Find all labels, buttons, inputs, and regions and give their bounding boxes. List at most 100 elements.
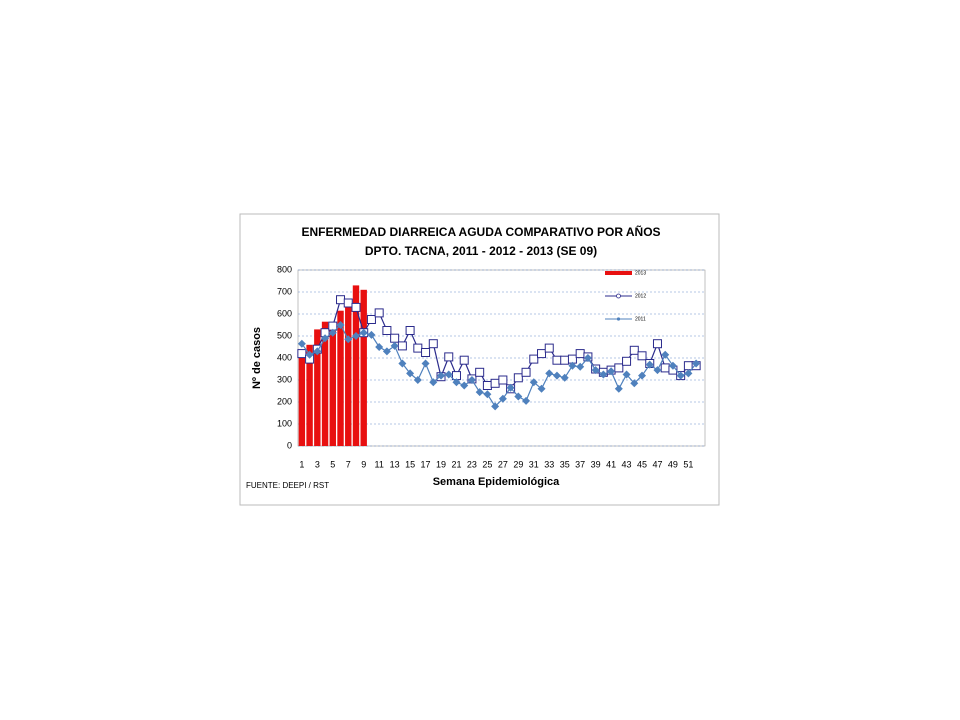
marker <box>367 330 376 339</box>
marker <box>614 384 623 393</box>
marker <box>683 361 693 371</box>
bar <box>306 344 313 446</box>
chart-subtitle: DPTO. TACNA, 2011 - 2012 - 2013 (SE 09) <box>365 244 597 258</box>
marker <box>375 343 384 351</box>
y-tick-label: 400 <box>277 352 292 362</box>
marker <box>653 366 662 375</box>
marker <box>398 359 407 368</box>
marker <box>366 315 376 324</box>
marker <box>498 394 507 403</box>
marker <box>638 371 647 380</box>
x-tick-label: 9 <box>361 459 366 469</box>
y-axis-label: Nº de casos <box>251 327 263 389</box>
marker <box>529 378 538 387</box>
marker <box>397 341 407 351</box>
marker <box>437 371 446 380</box>
marker <box>545 369 554 378</box>
marker <box>652 339 662 349</box>
marker <box>622 356 632 366</box>
x-tick-label: 15 <box>405 459 415 469</box>
x-tick-label: 11 <box>375 459 384 469</box>
marker <box>521 367 531 377</box>
marker <box>475 367 485 377</box>
marker <box>297 349 307 359</box>
marker <box>629 345 639 355</box>
marker <box>428 339 438 349</box>
marker <box>328 328 337 337</box>
x-tick-label: 51 <box>683 459 693 469</box>
x-tick-label: 45 <box>637 459 647 469</box>
marker <box>475 388 484 397</box>
y-tick-label: 100 <box>277 418 292 428</box>
marker <box>676 371 685 380</box>
legend-label: 2011 <box>635 316 646 322</box>
marker <box>660 363 670 373</box>
marker <box>382 347 391 356</box>
x-tick-label: 31 <box>529 459 539 469</box>
marker <box>513 373 523 383</box>
x-tick-label: 39 <box>591 459 601 469</box>
y-tick-label: 800 <box>277 264 292 274</box>
bar <box>360 289 367 446</box>
marker <box>374 308 384 318</box>
marker <box>382 326 392 335</box>
marker <box>645 360 654 369</box>
marker <box>684 369 693 378</box>
marker <box>560 373 569 382</box>
y-tick-label: 300 <box>277 374 292 384</box>
marker <box>444 370 453 379</box>
marker <box>522 396 531 405</box>
marker <box>336 321 345 329</box>
legend-swatch <box>616 293 621 299</box>
x-tick-label: 3 <box>315 459 320 469</box>
marker <box>413 343 423 353</box>
x-tick-label: 13 <box>390 459 400 469</box>
x-axis-label: Semana Epidemiológica <box>433 476 560 488</box>
marker <box>637 351 647 361</box>
marker <box>421 348 431 357</box>
x-tick-label: 21 <box>451 459 461 469</box>
marker <box>459 355 469 365</box>
marker <box>529 354 539 364</box>
marker <box>630 379 639 388</box>
x-tick-label: 41 <box>606 459 616 469</box>
source-note: FUENTE: DEEPI / RST <box>246 481 329 490</box>
x-tick-label: 35 <box>560 459 570 469</box>
marker <box>482 381 492 390</box>
y-tick-label: 0 <box>287 440 292 450</box>
marker <box>491 402 500 411</box>
legend-label: 2012 <box>635 293 646 299</box>
bar <box>329 326 336 446</box>
marker <box>490 378 500 388</box>
y-tick-label: 600 <box>277 308 292 318</box>
marker <box>321 334 330 343</box>
marker <box>351 332 360 340</box>
x-tick-label: 37 <box>575 459 585 469</box>
marker <box>537 349 547 359</box>
marker <box>444 352 454 362</box>
marker <box>460 381 469 390</box>
y-tick-label: 700 <box>277 286 292 296</box>
x-tick-label: 47 <box>652 459 662 469</box>
marker <box>336 295 346 305</box>
marker <box>576 362 585 371</box>
x-tick-label: 43 <box>622 459 632 469</box>
marker <box>661 350 670 359</box>
marker <box>568 361 577 370</box>
marker <box>483 390 492 399</box>
marker <box>575 349 585 359</box>
x-tick-label: 17 <box>421 459 431 469</box>
marker <box>607 367 616 376</box>
marker <box>514 392 523 401</box>
marker <box>421 359 430 368</box>
marker <box>552 355 562 365</box>
bar <box>337 310 344 446</box>
bar <box>321 321 329 446</box>
marker <box>692 359 701 368</box>
bar <box>345 301 352 446</box>
x-tick-label: 7 <box>346 459 351 469</box>
marker <box>344 335 353 344</box>
bar <box>352 285 360 446</box>
marker <box>297 339 306 348</box>
